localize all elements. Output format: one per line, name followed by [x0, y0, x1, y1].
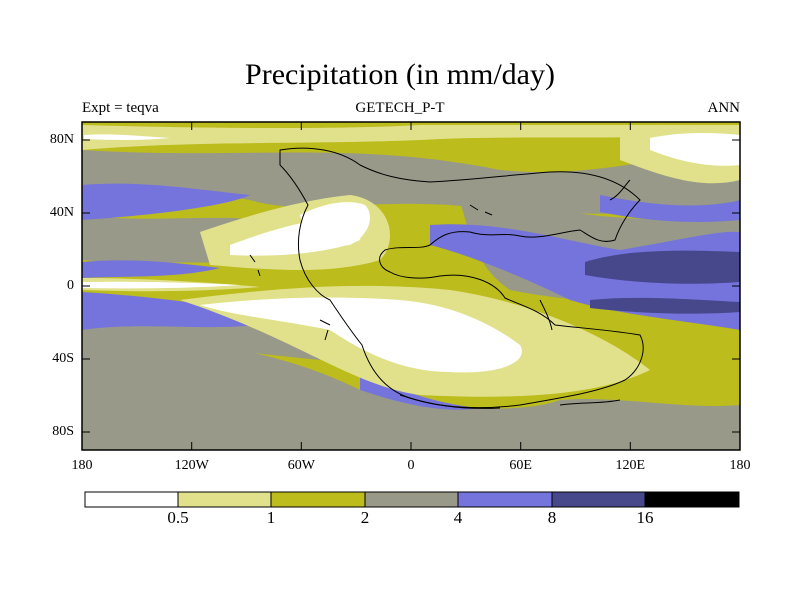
- lon-label: 120W: [174, 458, 209, 473]
- colorbar-box: [84, 491, 179, 508]
- colorbar-label: 4: [453, 508, 463, 527]
- precip-zone-darkblue: [590, 297, 740, 314]
- colorbar-box: [364, 491, 459, 508]
- precip-zone-blue: [82, 183, 250, 220]
- precip-zone-grey: [82, 150, 740, 214]
- precip-zone-blue: [600, 195, 740, 223]
- lon-label: 180: [729, 458, 751, 473]
- lat-label: 80S: [52, 424, 74, 439]
- dataset-label: GETECH_P-T: [355, 100, 445, 116]
- precip-zone-darkblue: [585, 250, 740, 284]
- colorbar-box: [551, 491, 646, 508]
- colorbar-label: 16: [636, 508, 654, 527]
- lon-label: 60W: [287, 458, 315, 473]
- experiment-label: Expt = teqva: [82, 100, 159, 116]
- colorbar-label: 1: [266, 508, 276, 527]
- lon-label: 120E: [615, 458, 646, 473]
- precip-zone-blue: [360, 375, 480, 410]
- lon-label: 180: [71, 458, 93, 473]
- precip-zone-light: [82, 125, 740, 150]
- colorbar-label: 2: [360, 508, 370, 527]
- lat-ticks: [82, 139, 740, 433]
- lat-label: 40N: [49, 205, 74, 220]
- precip-zone-white: [84, 134, 170, 140]
- colorbar-label: 0.5: [167, 508, 189, 527]
- map-title: Precipitation (in mm/day): [245, 58, 555, 91]
- precip-zone-white: [300, 202, 370, 246]
- colorbar-box: [644, 491, 740, 508]
- precip-zone-white: [82, 281, 240, 289]
- colorbar-box: [270, 491, 366, 508]
- lat-label: 0: [67, 278, 74, 293]
- precip-zone-white: [200, 297, 522, 373]
- lon-label: 60E: [509, 458, 532, 473]
- precip-zone-blue: [82, 260, 220, 278]
- lon-label: 0: [407, 458, 415, 473]
- period-label: ANN: [707, 100, 741, 116]
- precip-zone-grey: [82, 341, 740, 450]
- colorbar-box: [457, 491, 553, 508]
- lat-label: 40S: [52, 351, 74, 366]
- colorbar-box: [177, 491, 272, 508]
- coastlines: [249, 147, 644, 409]
- lat-label: 80N: [49, 132, 74, 147]
- lon-ticks: [81, 122, 741, 450]
- precip-zone-white: [650, 133, 740, 166]
- colorbar: [84, 491, 740, 508]
- colorbar-label: 8: [547, 508, 557, 527]
- precipitation-map: [81, 121, 741, 451]
